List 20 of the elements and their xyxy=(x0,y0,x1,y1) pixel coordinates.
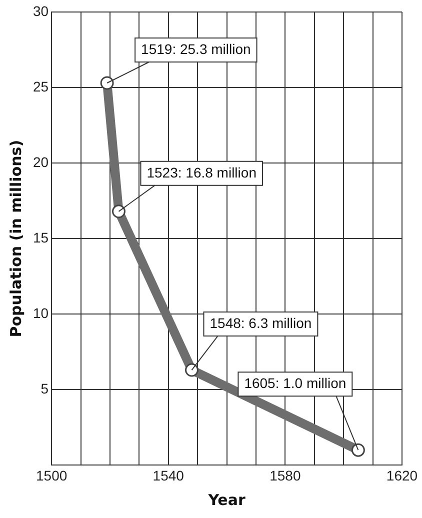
point xyxy=(184,363,198,377)
y-axis-title: Population (in millions) xyxy=(6,140,25,338)
x-tick-label: 1540 xyxy=(152,467,184,484)
x-tick-label: 1500 xyxy=(36,467,68,484)
point xyxy=(100,76,114,90)
annotation: 1519: 25.3 million xyxy=(141,40,251,57)
y-tick-label: 20 xyxy=(32,154,49,170)
annotation: 1548: 6.3 million xyxy=(210,314,312,331)
x-tick-label: 1620 xyxy=(386,467,418,484)
y-tick-label: 10 xyxy=(32,304,49,321)
x-tick-label: 1580 xyxy=(270,467,301,484)
y-tick-label: 15 xyxy=(32,229,49,246)
annotation: 1523: 16.8 million xyxy=(146,164,256,180)
annotation: 1605: 1.0 million xyxy=(244,374,346,391)
x-axis-title: Year xyxy=(207,490,246,509)
y-tick-label: 5 xyxy=(40,380,49,397)
y-tick-label: 30 xyxy=(32,2,49,19)
y-tick-label: 25 xyxy=(32,78,49,94)
point xyxy=(112,204,126,218)
point xyxy=(351,443,365,457)
